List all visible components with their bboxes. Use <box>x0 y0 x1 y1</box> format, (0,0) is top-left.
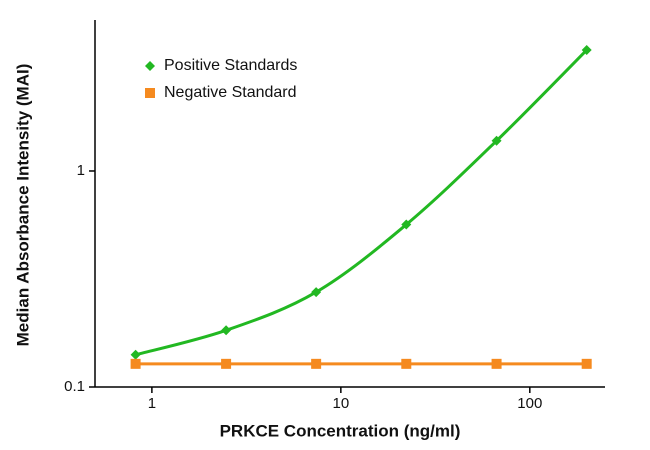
y-tick-label: 0.1 <box>64 378 85 395</box>
marker <box>311 287 322 298</box>
marker <box>581 358 592 369</box>
marker <box>130 358 141 369</box>
x-tick-label: 10 <box>333 395 350 412</box>
marker <box>581 45 592 56</box>
legend-marker <box>145 61 155 71</box>
marker <box>401 358 412 369</box>
legend-marker <box>145 88 155 98</box>
marker <box>491 358 502 369</box>
legend-label: Negative Standard <box>164 84 297 101</box>
marker <box>130 349 141 360</box>
y-axis-label: Median Absorbance Intensity (MAI) <box>13 64 32 347</box>
x-axis-label: PRKCE Concentration (ng/ml) <box>220 421 461 440</box>
legend-label: Positive Standards <box>164 57 297 74</box>
x-tick-label: 1 <box>148 395 156 412</box>
marker <box>221 325 232 336</box>
marker <box>491 135 502 146</box>
marker <box>401 219 412 230</box>
x-tick-label: 100 <box>517 395 542 412</box>
marker <box>311 358 322 369</box>
marker <box>221 358 232 369</box>
y-tick-label: 1 <box>77 162 85 179</box>
